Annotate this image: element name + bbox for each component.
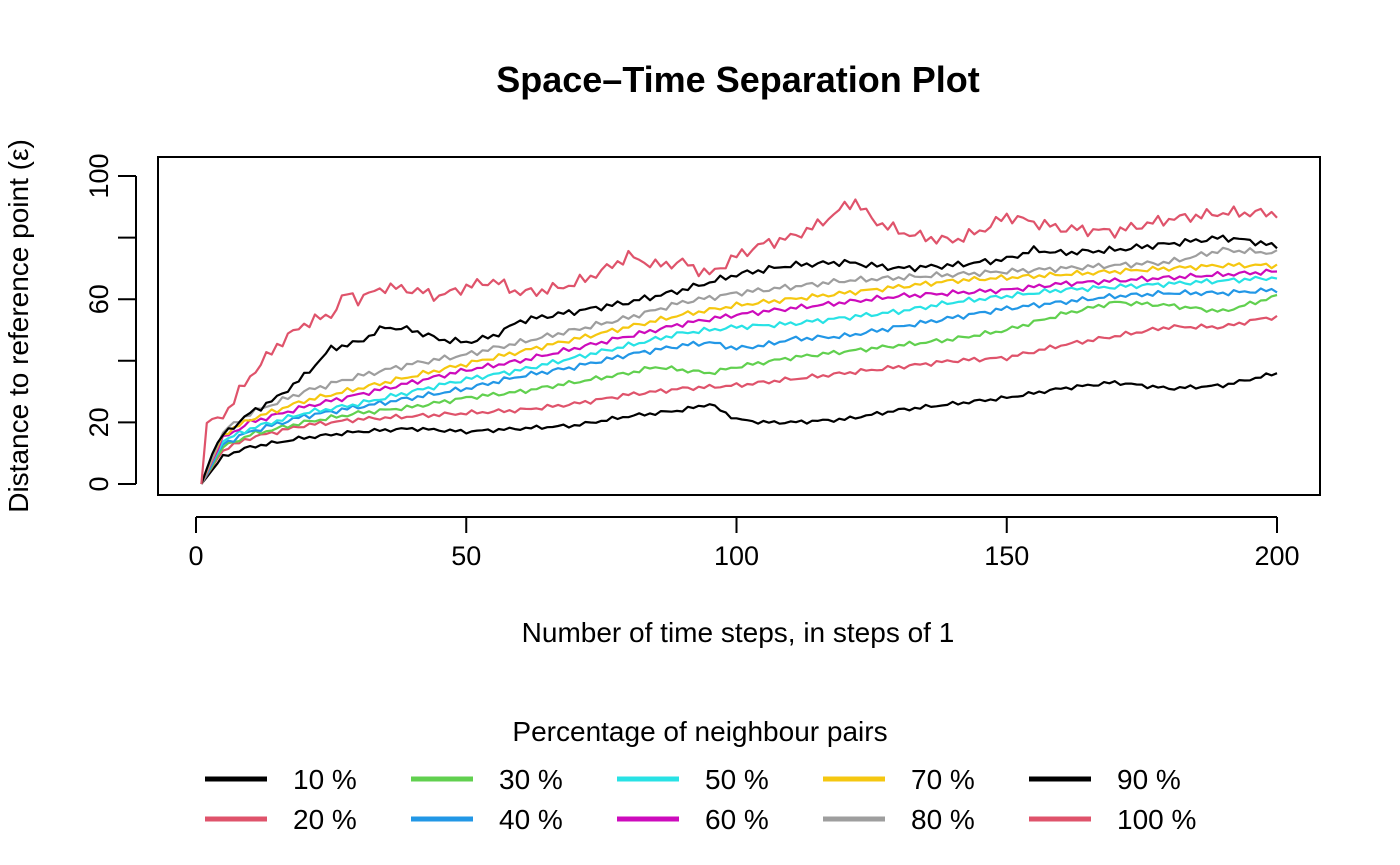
legend: 10 % 20 % 30 % 40 % 50 % 60 % 70 % 80 % 90 % 100 …	[205, 764, 1196, 835]
legend-item: 40 %	[411, 804, 563, 835]
legend-label: 80 %	[911, 804, 975, 835]
x-tick-label: 100	[714, 541, 759, 571]
series-line-7	[200, 262, 1278, 485]
legend-item: 90 %	[1029, 764, 1181, 795]
x-tick-label: 200	[1254, 541, 1299, 571]
y-tick-label: 20	[84, 407, 114, 437]
legend-title: Percentage of neighbour pairs	[512, 716, 887, 747]
y-tick-label: 60	[84, 284, 114, 314]
y-tick-label: 0	[84, 476, 114, 491]
legend-item: 70 %	[823, 764, 975, 795]
chart-title: Space–Time Separation Plot	[496, 59, 980, 100]
series-line-8	[200, 246, 1278, 485]
legend-label: 70 %	[911, 764, 975, 795]
series-line-6	[200, 268, 1278, 485]
legend-label: 20 %	[293, 804, 357, 835]
series-line-3	[200, 293, 1278, 485]
y-tick-label: 100	[84, 153, 114, 198]
legend-item: 50 %	[617, 764, 769, 795]
x-axis-label: Number of time steps, in steps of 1	[522, 617, 955, 648]
x-tick-label: 150	[984, 541, 1029, 571]
series-line-5	[200, 275, 1278, 485]
legend-item: 20 %	[205, 804, 357, 835]
series-line-1	[200, 372, 1278, 485]
legend-item: 30 %	[411, 764, 563, 795]
legend-item: 10 %	[205, 764, 357, 795]
legend-label: 100 %	[1117, 804, 1196, 835]
series-line-10	[200, 198, 1278, 485]
legend-label: 50 %	[705, 764, 769, 795]
legend-item: 100 %	[1029, 804, 1196, 835]
plot-frame	[157, 156, 1321, 496]
legend-item: 80 %	[823, 804, 975, 835]
legend-item: 60 %	[617, 804, 769, 835]
y-axis-label: Distance to reference point (ε)	[3, 139, 34, 513]
series-line-9	[200, 234, 1278, 485]
legend-label: 60 %	[705, 804, 769, 835]
x-tick-label: 50	[451, 541, 481, 571]
series-layer	[200, 198, 1278, 485]
legend-label: 30 %	[499, 764, 563, 795]
legend-label: 90 %	[1117, 764, 1181, 795]
legend-label: 10 %	[293, 764, 357, 795]
y-axis: 0 20 60 100	[84, 153, 137, 492]
series-line-2	[200, 315, 1278, 485]
x-axis: 0 50 100 150 200	[188, 516, 1300, 571]
legend-label: 40 %	[499, 804, 563, 835]
x-tick-label: 0	[188, 541, 203, 571]
series-line-4	[200, 287, 1278, 485]
